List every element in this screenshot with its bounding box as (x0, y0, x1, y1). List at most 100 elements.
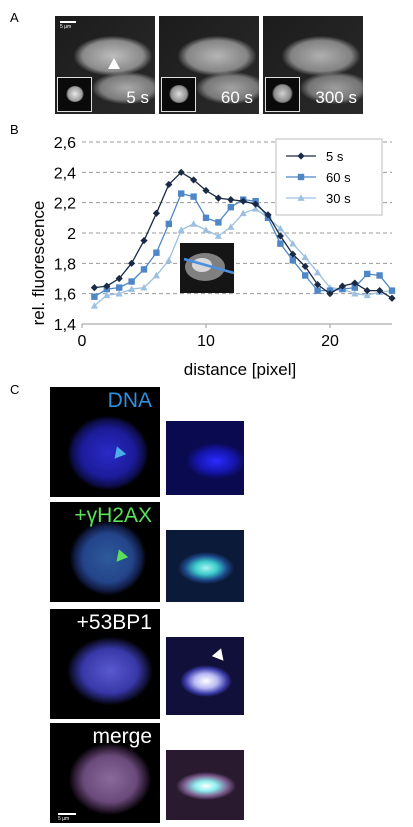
zoom-dna (166, 421, 244, 495)
line-chart: 1,4 1,6 1,8 2 2,2 2,4 2,6 0 10 20 5 s 60 s 30 s rel… (29, 135, 396, 379)
channel-label-53bp1: +53BP1 (76, 611, 152, 634)
micrograph-frame-1: 5 µm 5 s (55, 16, 155, 114)
time-label: 300 s (315, 88, 357, 107)
arrow-icon (211, 648, 229, 665)
data-point (289, 240, 297, 247)
data-point (90, 284, 98, 292)
micrograph-inset (161, 77, 196, 112)
data-point (351, 290, 359, 297)
data-point (115, 274, 123, 283)
data-point (276, 232, 284, 240)
data-point (363, 287, 371, 295)
data-point (128, 278, 135, 285)
micrograph-merge: merge 5 µm (50, 723, 160, 823)
data-point (351, 279, 359, 287)
data-point (177, 168, 185, 176)
data-point (215, 219, 222, 226)
data-point (376, 287, 384, 295)
data-point (364, 270, 371, 278)
data-point (276, 224, 284, 232)
x-axis-label: distance [pixel] (184, 360, 296, 379)
data-point (227, 204, 234, 211)
data-point (140, 284, 148, 291)
data-point (90, 302, 98, 309)
data-point (140, 236, 148, 245)
data-point (140, 266, 148, 273)
y-axis-label: rel. fluorescence (29, 201, 48, 326)
data-point (165, 256, 173, 264)
data-point (103, 291, 111, 299)
y-tick-label: 2,4 (54, 165, 76, 182)
data-point (297, 194, 305, 201)
scale-bar-text: 5 µm (60, 24, 72, 30)
micrograph-dna: DNA (50, 387, 160, 497)
time-label: 60 s (220, 88, 253, 107)
legend-label: 60 s (326, 170, 351, 185)
data-point (376, 272, 383, 279)
y-tick-label: 2 (67, 226, 76, 243)
data-point (165, 180, 173, 189)
data-point (116, 284, 123, 291)
arrow-icon (111, 549, 129, 566)
y-tick-label: 2,6 (54, 135, 76, 152)
data-point (289, 257, 296, 264)
data-point (202, 214, 210, 222)
data-point (363, 291, 371, 299)
arrowhead-icon (108, 58, 120, 69)
data-point (351, 284, 358, 291)
data-point (202, 226, 210, 233)
data-point (115, 290, 123, 297)
legend-label: 30 s (326, 191, 351, 206)
data-point (152, 209, 160, 217)
data-point (190, 220, 198, 227)
y-tick-label: 1,6 (54, 287, 76, 304)
data-point (301, 253, 309, 261)
channel-label-dna: DNA (107, 389, 152, 412)
data-point (190, 176, 198, 184)
data-point (264, 211, 272, 219)
scale-bar-text: 5 µm (58, 816, 70, 822)
zoom-merge (166, 750, 244, 820)
data-point (202, 186, 210, 195)
channel-label-gh2ax: +γH2AX (74, 504, 152, 527)
data-point (314, 287, 321, 294)
series-line (93, 207, 393, 307)
panel-letter-b: B (10, 122, 19, 137)
scale-bar (60, 21, 76, 23)
micrograph-53bp1: +53BP1 (50, 609, 160, 719)
data-point (239, 197, 247, 205)
data-point (289, 250, 297, 258)
y-tick-label: 2,2 (54, 196, 76, 213)
data-point (297, 152, 305, 160)
x-tick-label: 20 (321, 333, 339, 350)
data-point (388, 287, 396, 294)
x-tick-label: 10 (197, 333, 215, 350)
arrow-icon (109, 446, 127, 463)
data-point (277, 240, 284, 247)
data-point (314, 268, 322, 276)
data-point (214, 194, 222, 202)
panel-letter-c: C (10, 382, 20, 397)
scale-bar (58, 813, 76, 815)
time-label: 5 s (126, 88, 149, 107)
data-point (91, 293, 98, 300)
data-point (338, 282, 346, 290)
data-point (388, 294, 396, 302)
data-point (128, 285, 136, 292)
data-point (297, 173, 305, 181)
panel-letter-a: A (10, 10, 19, 25)
micrograph-frame-2: 60 s (159, 16, 259, 114)
zoom-53bp1 (166, 637, 244, 715)
data-point (214, 232, 222, 239)
zoom-gh2ax (166, 530, 244, 602)
data-point (153, 249, 160, 256)
channel-label-merge: merge (92, 725, 152, 748)
x-tick-label: 0 (78, 333, 87, 350)
data-point (177, 226, 185, 233)
data-point (152, 271, 160, 279)
data-point (165, 220, 172, 228)
data-point (227, 196, 235, 204)
micrograph-inset (265, 77, 300, 112)
data-point (239, 209, 247, 217)
data-point (178, 190, 185, 197)
